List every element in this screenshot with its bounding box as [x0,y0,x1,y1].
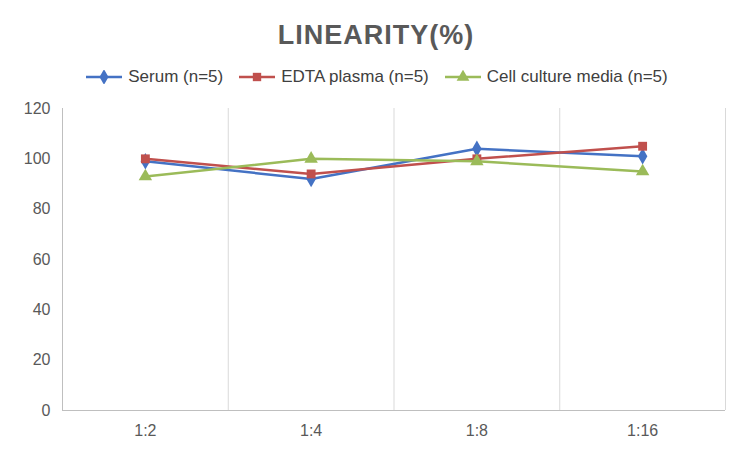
svg-text:1:2: 1:2 [134,422,156,439]
svg-text:100: 100 [24,150,51,167]
html-text:Cell culture media (n=5): Cell culture media (n=5) [486,67,668,86]
svg-text:0: 0 [42,402,51,419]
svg-text:80: 80 [33,200,51,217]
svg-text:40: 40 [33,301,51,318]
svg-text:120: 120 [24,100,51,117]
html-text:EDTA plasma (n=5): EDTA plasma (n=5) [281,67,429,86]
svg-text:1:16: 1:16 [627,422,658,439]
html-text:Serum (n=5): Serum (n=5) [128,67,224,86]
svg-text:20: 20 [33,351,51,368]
svg-text:1:8: 1:8 [466,422,488,439]
html-text:LINEARITY(%): LINEARITY(%) [277,20,475,50]
svg-text:60: 60 [33,251,51,268]
svg-text:1:4: 1:4 [300,422,322,439]
